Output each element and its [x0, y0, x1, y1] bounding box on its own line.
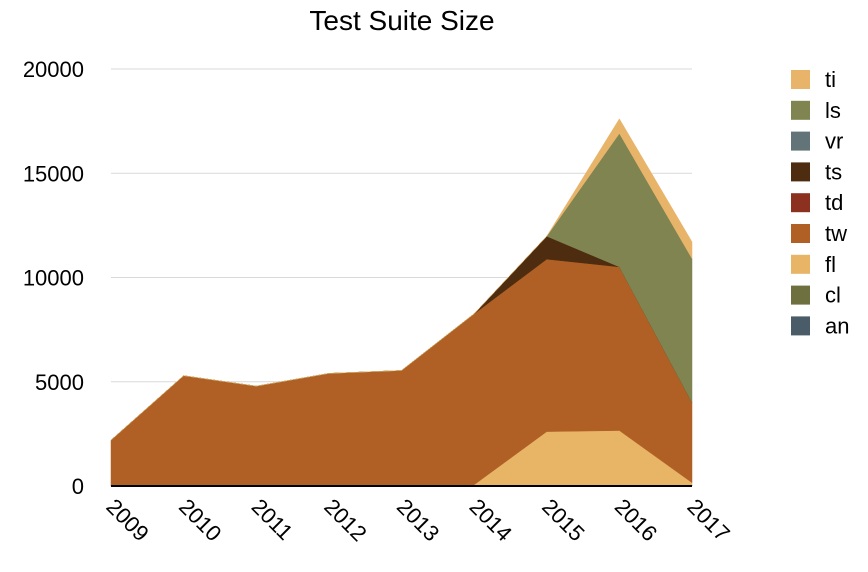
chart-title: Test Suite Size [309, 5, 494, 36]
y-tick-label: 15000 [23, 161, 84, 186]
y-tick-label: 5000 [35, 370, 84, 395]
x-tick-label: 2016 [610, 494, 662, 546]
legend-label-ls: ls [825, 98, 841, 123]
legend-swatch-an [791, 316, 810, 336]
y-tick-label: 0 [72, 474, 84, 499]
y-tick-label: 20000 [23, 57, 84, 82]
area-series-ti [110, 118, 693, 441]
x-tick-label: 2010 [174, 494, 226, 546]
y-tick-label: 10000 [23, 266, 84, 291]
legend-swatch-cl [791, 285, 810, 305]
legend-label-tw: tw [825, 221, 847, 246]
legend-swatch-vr [791, 131, 810, 151]
legend-label-fl: fl [825, 252, 836, 277]
x-tick-label: 2015 [537, 494, 589, 546]
legend-swatch-tw [791, 224, 810, 243]
area-layer [110, 118, 693, 487]
grid-layer: 0 5000 10000 15000 20000 [23, 57, 692, 499]
x-tick-label: 2012 [319, 494, 371, 546]
legend-label-vr: vr [825, 129, 843, 154]
legend-swatch-ts [791, 162, 810, 182]
legend-label-cl: cl [825, 283, 841, 308]
legend-swatch-fl [791, 254, 810, 274]
x-tick-label: 2009 [101, 494, 153, 546]
x-tick-label: 2011 [247, 494, 298, 545]
legend-label-an: an [825, 313, 849, 338]
legend-label-ti: ti [825, 67, 836, 92]
legend-swatch-td [791, 193, 810, 213]
axis-layer: 2009 2010 2011 2012 2013 2014 2015 2016 2017 [101, 485, 735, 546]
x-tick-label: 2013 [392, 494, 444, 546]
legend-swatch-ls [791, 100, 810, 120]
legend-label-td: td [825, 190, 843, 215]
legend-layer: ti ls vr ts td tw fl cl an [791, 67, 849, 338]
x-tick-label: 2017 [682, 494, 734, 546]
legend-swatch-ti [791, 70, 810, 89]
legend-label-ts: ts [825, 159, 842, 184]
x-tick-label: 2014 [465, 494, 517, 546]
